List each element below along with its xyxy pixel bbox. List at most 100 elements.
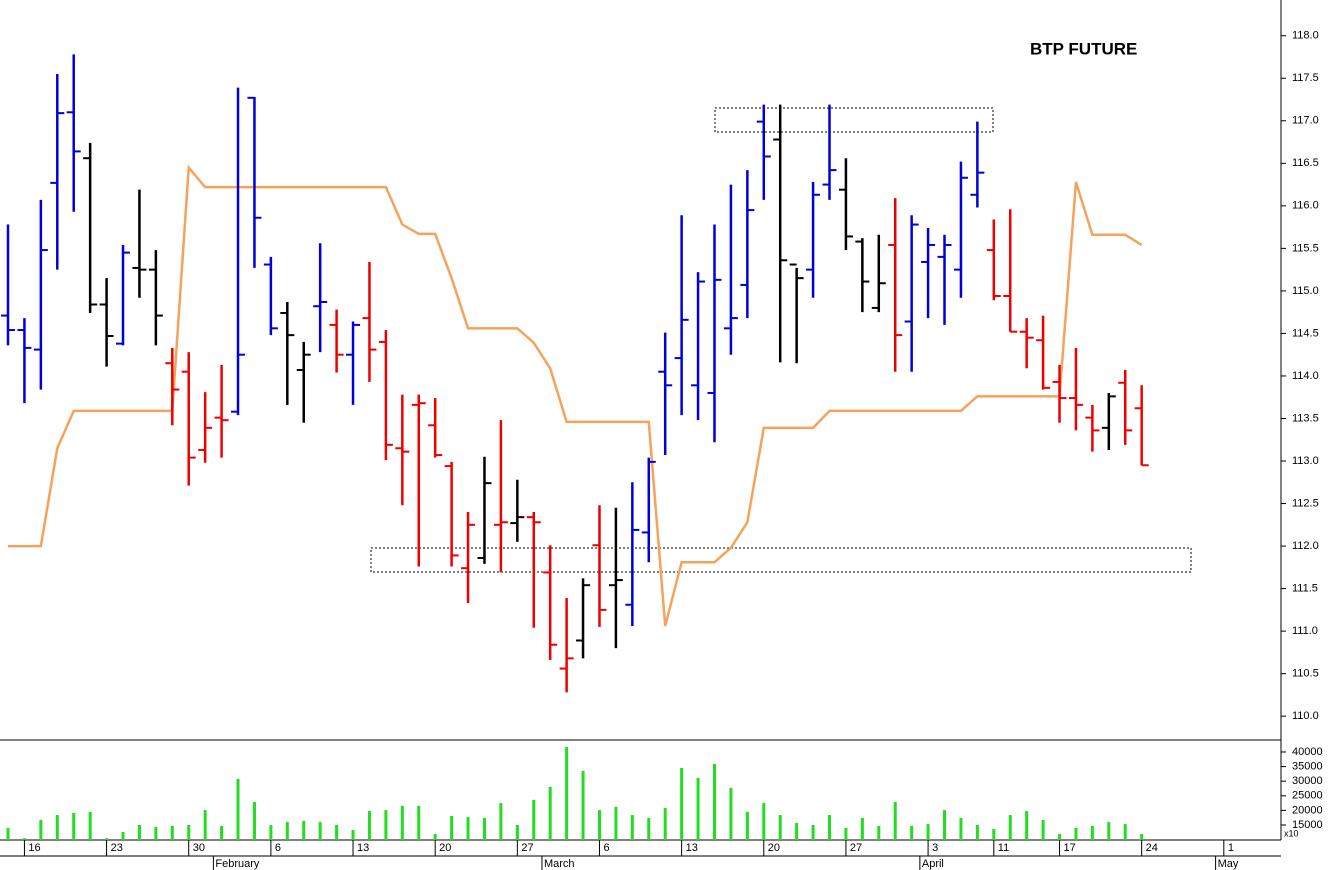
volume-tick-label: 25000 (1292, 790, 1323, 802)
volume-bar (663, 808, 667, 840)
volume-bar (910, 825, 914, 840)
volume-bar (400, 806, 404, 840)
volume-bar (220, 825, 224, 840)
volume-bar (893, 801, 897, 840)
volume-bar (367, 810, 371, 840)
volume-bar (252, 801, 256, 840)
volume-bar (1041, 820, 1045, 840)
x-tick-label: 30 (193, 842, 205, 854)
volume-bar (943, 810, 947, 840)
volume-tick-label: 15000 (1292, 819, 1323, 831)
resistance-zone (714, 107, 994, 133)
volume-bar (450, 815, 454, 840)
volume-bar (1074, 827, 1078, 840)
x-tick-label: 20 (768, 842, 780, 854)
y-tick-label: 118.0 (1292, 30, 1319, 42)
volume-bar (302, 820, 306, 840)
x-tick-label: 27 (850, 842, 862, 854)
volume-bar (203, 810, 207, 840)
volume-bar (548, 787, 552, 840)
y-tick-label: 114.5 (1292, 327, 1319, 339)
chart-title: BTP FUTURE (1030, 39, 1137, 58)
volume-bar (55, 815, 59, 840)
trend-line (8, 164, 1143, 627)
volume-bar (466, 817, 470, 840)
volume-bar (187, 824, 191, 840)
x-tick-label: 17 (1064, 842, 1076, 854)
x-tick-label: 1 (1228, 842, 1234, 854)
volume-bar (959, 817, 963, 840)
volume-bar (433, 834, 437, 840)
volume-bar (1058, 834, 1062, 840)
y-tick-label: 114.0 (1292, 370, 1319, 382)
y-tick-label: 113.0 (1292, 455, 1319, 467)
volume-bar (811, 824, 815, 840)
volume-bar (6, 827, 10, 840)
volume-bar (72, 813, 76, 840)
volume-bar (482, 817, 486, 840)
volume-bar (860, 817, 864, 840)
volume-bar (712, 763, 716, 840)
volume-bar (795, 822, 799, 840)
volume-bar (647, 817, 651, 840)
volume-bar (614, 806, 618, 840)
volume-bar (630, 815, 634, 840)
y-tick-label: 110.0 (1292, 710, 1319, 722)
volume-tick-label: 35000 (1292, 760, 1323, 772)
volume-bar (778, 815, 782, 840)
x-tick-label: 27 (521, 842, 533, 854)
x-tick-label: 11 (998, 842, 1009, 854)
volume-bar (318, 822, 322, 840)
volume-bar (236, 778, 240, 840)
month-label: April (922, 858, 944, 870)
volume-bar (88, 811, 92, 840)
x-tick-label: 13 (357, 842, 369, 854)
month-label: March (544, 858, 575, 870)
volume-bar (680, 768, 684, 840)
volume-bar (384, 810, 388, 840)
volume-bar (1090, 825, 1094, 840)
month-label: February (215, 858, 260, 870)
volume-bar (170, 825, 174, 840)
volume-bar (154, 827, 158, 840)
volume-bar (515, 824, 519, 840)
x-tick-label: 6 (603, 842, 609, 854)
y-tick-label: 113.5 (1292, 412, 1319, 424)
volume-tick-label: 30000 (1292, 775, 1323, 787)
volume-bar (581, 770, 585, 840)
volume-bar (745, 811, 749, 840)
volume-bar (351, 829, 355, 840)
volume-bar (269, 824, 273, 840)
y-tick-label: 116.5 (1292, 157, 1319, 169)
volume-bar (729, 787, 733, 840)
volume-bar (828, 815, 831, 840)
y-tick-label: 117.0 (1292, 115, 1319, 127)
volume-bar (499, 803, 503, 840)
volume-scale-label: x10 (1284, 828, 1299, 838)
volume-bar (597, 810, 601, 840)
volume-bar (39, 820, 43, 840)
x-tick-label: 23 (111, 842, 123, 854)
y-tick-label: 115.5 (1292, 242, 1319, 254)
volume-bar (417, 806, 421, 840)
x-tick-label: 20 (439, 842, 451, 854)
volume-bar (532, 799, 536, 840)
y-tick-label: 115.0 (1292, 285, 1319, 297)
x-tick-label: 6 (275, 842, 281, 854)
volume-bar (762, 803, 766, 840)
volume-bar (1008, 815, 1012, 840)
x-tick-label: 16 (28, 842, 40, 854)
volume-bar (844, 827, 848, 840)
volume-bar (335, 824, 339, 840)
y-tick-label: 116.0 (1292, 200, 1319, 212)
volume-bar (1107, 822, 1111, 840)
volume-bar (877, 825, 881, 840)
x-tick-label: 13 (686, 842, 698, 854)
volume-bar (926, 824, 930, 840)
volume-bar (565, 747, 569, 840)
volume-bar (22, 838, 26, 840)
volume-bar (121, 831, 125, 840)
volume-bar (1025, 810, 1029, 840)
y-tick-label: 112.5 (1292, 497, 1319, 509)
